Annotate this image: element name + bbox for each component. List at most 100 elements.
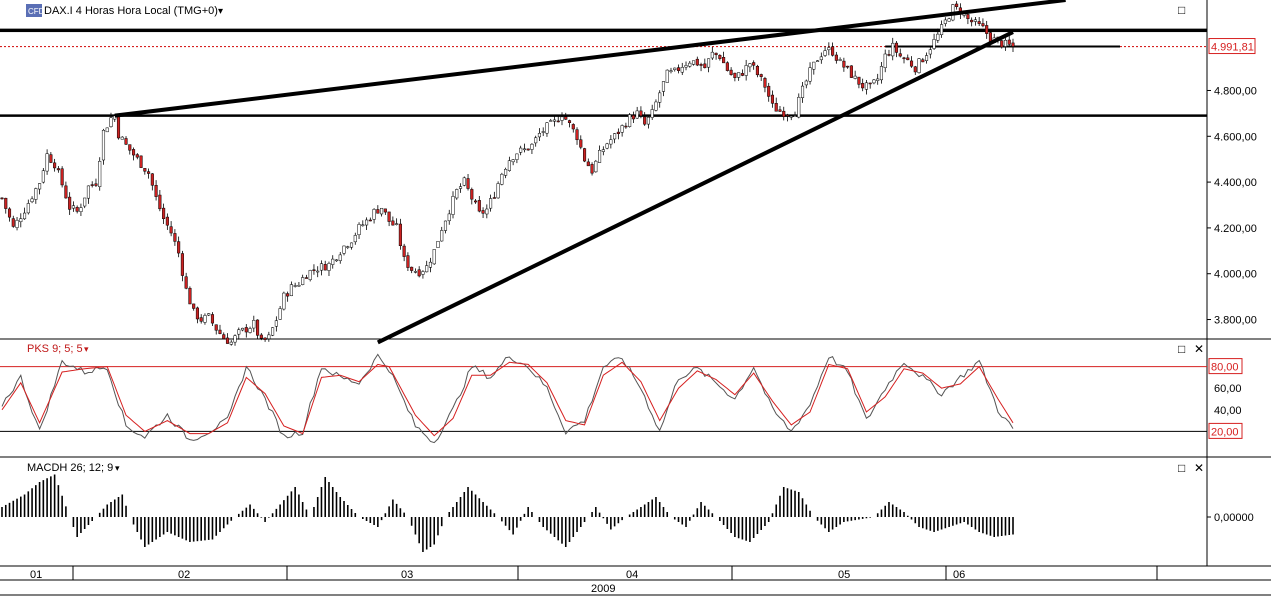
candle (707, 58, 711, 68)
candle (406, 255, 410, 268)
candle (267, 334, 271, 340)
candle (609, 139, 613, 145)
cfd-badge-text: CFD (28, 7, 45, 16)
candle (289, 284, 293, 297)
candle (410, 266, 414, 271)
candle (812, 61, 816, 70)
last-price-label: 4.991,81 (1211, 42, 1254, 54)
candle (135, 154, 139, 158)
month-label: 03 (401, 569, 413, 581)
candle (797, 96, 801, 118)
candle (770, 94, 775, 104)
candle (365, 219, 369, 226)
stoch-label: PKS 9; 5; 5 (27, 343, 83, 355)
month-label: 02 (178, 569, 190, 581)
candle (834, 54, 838, 61)
candle (45, 153, 49, 172)
candle (789, 115, 793, 118)
candle (4, 197, 8, 209)
candle (793, 115, 797, 117)
candle (120, 136, 124, 140)
candle (297, 284, 301, 287)
candle (955, 3, 959, 7)
candle (887, 54, 891, 56)
macd-zero-label: 0,00000 (1214, 512, 1254, 524)
candle (688, 62, 692, 67)
candle (737, 72, 741, 78)
candle (143, 168, 147, 172)
candle (691, 60, 696, 65)
candle (560, 116, 564, 121)
stoch-y-tick-label: 20,00 (1211, 426, 1239, 438)
candle (868, 82, 872, 85)
candle (571, 124, 575, 130)
candle (1003, 39, 1008, 47)
candle (804, 80, 808, 86)
axis-layer: 01 02 03 04 05 06 2009 (30, 566, 1158, 595)
macd-maximize-icon[interactable]: □ (1178, 461, 1185, 475)
candle (68, 196, 72, 210)
candle (594, 160, 598, 173)
candle (451, 196, 455, 215)
candle (79, 207, 83, 212)
candle (936, 33, 940, 41)
candle (492, 197, 496, 199)
candle (282, 292, 286, 310)
candle (541, 131, 545, 133)
candle (94, 183, 98, 186)
candle (631, 115, 635, 120)
candle (432, 249, 436, 265)
candle (338, 254, 342, 261)
candle (661, 81, 666, 92)
candle (259, 334, 263, 339)
candle (169, 226, 173, 234)
candle (481, 210, 485, 214)
macd-layer: 0,00000 (1, 474, 1254, 552)
candle (180, 253, 184, 276)
candle (387, 211, 391, 222)
price-maximize-icon[interactable]: □ (1178, 3, 1185, 17)
candle (977, 21, 981, 24)
stoch-level-box (1208, 358, 1243, 375)
candle (646, 116, 650, 125)
month-label: 06 (953, 569, 965, 581)
stoch-dropdown-icon[interactable]: ▾ (84, 344, 89, 354)
candle (988, 32, 992, 42)
candle (447, 213, 451, 222)
resistance-band (0, 28, 1207, 33)
candle (466, 178, 470, 189)
candle (147, 171, 151, 174)
candle (947, 18, 951, 22)
candle (823, 50, 827, 56)
candle (334, 259, 339, 262)
candle (86, 185, 90, 199)
candle (556, 120, 560, 123)
candle (800, 85, 805, 98)
candle (26, 203, 30, 214)
candle (515, 153, 519, 160)
candle (304, 277, 308, 279)
year-label: 2009 (591, 583, 615, 595)
candle (932, 39, 936, 49)
candle (917, 58, 921, 73)
candle (477, 200, 481, 212)
candle (455, 189, 459, 199)
candle (831, 46, 835, 56)
macd-close-icon[interactable]: ✕ (1194, 461, 1204, 475)
candle (83, 197, 87, 207)
cfd-badge (26, 4, 42, 17)
candle (782, 110, 786, 118)
candle (605, 143, 609, 149)
title-dropdown-icon[interactable]: ▾ (218, 6, 223, 17)
candle (639, 110, 643, 117)
stoch-close-icon[interactable]: ✕ (1194, 342, 1204, 356)
candle (970, 19, 974, 23)
candle (808, 67, 812, 82)
stoch-maximize-icon[interactable]: □ (1178, 342, 1185, 356)
trendline (114, 0, 1066, 118)
candle (23, 212, 27, 220)
candle (240, 327, 245, 331)
candle (271, 327, 275, 336)
macd-dropdown-icon[interactable]: ▾ (115, 463, 120, 473)
